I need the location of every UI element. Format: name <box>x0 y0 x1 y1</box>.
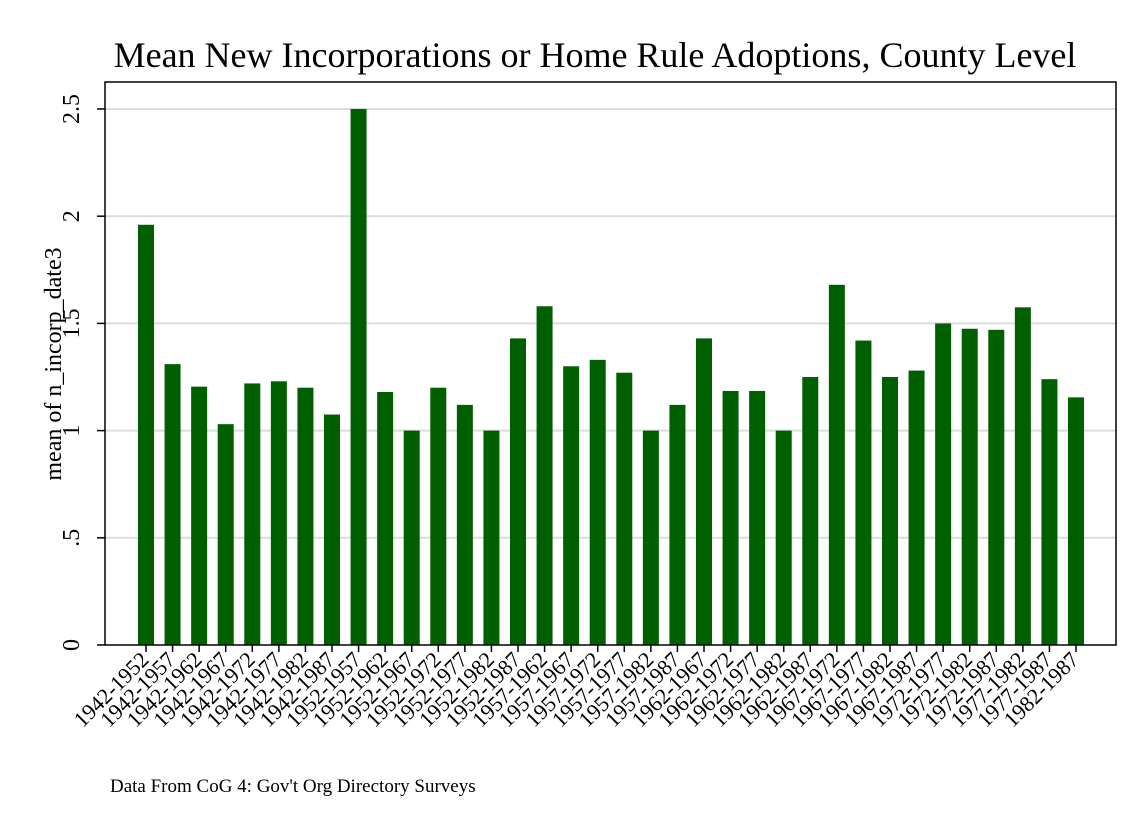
bar-1972-1977 <box>935 323 952 645</box>
bar-1952-1967 <box>403 430 420 645</box>
chart-title: Mean New Incorporations or Home Rule Ado… <box>114 35 1077 75</box>
bar-1962-1967 <box>696 338 712 645</box>
bar-1942-1982 <box>297 387 314 645</box>
bar-1957-1962 <box>536 306 553 645</box>
bar-1942-1962 <box>191 386 208 645</box>
bar-1967-1977 <box>855 340 872 645</box>
bar-1957-1987 <box>669 404 686 645</box>
bar-1962-1987 <box>802 377 819 645</box>
y-axis-label: mean of n_incorp_date3 <box>41 247 67 480</box>
bar-1952-1987 <box>510 338 526 645</box>
bars <box>138 109 1084 645</box>
bar-1972-1987 <box>988 329 1005 645</box>
bar-1977-1982 <box>1014 307 1031 645</box>
bar-1957-1977 <box>616 372 633 645</box>
bar-1952-1962 <box>377 392 394 645</box>
y-tick-label: .5 <box>59 529 85 547</box>
bar-1942-1977 <box>270 381 287 645</box>
bar-1962-1977 <box>749 390 766 645</box>
source-note: Data From CoG 4: Gov't Org Directory Sur… <box>110 776 476 797</box>
bar-1967-1982 <box>882 377 898 645</box>
bar-1952-1972 <box>430 387 447 645</box>
bar-1942-1957 <box>164 364 181 645</box>
bar-1982-1987 <box>1068 397 1084 645</box>
plot-frame <box>104 81 1117 646</box>
bar-1957-1972 <box>589 359 606 645</box>
bar-1957-1967 <box>563 366 580 645</box>
bar-1962-1972 <box>722 390 739 645</box>
bar-1962-1982 <box>775 430 792 645</box>
x-axis-ticks: 1942-19521942-19571942-19621942-19671942… <box>68 645 1084 732</box>
bar-1972-1982 <box>961 328 978 645</box>
bar-1957-1982 <box>642 430 659 645</box>
bar-1942-1952 <box>138 224 154 645</box>
bar-1952-1982 <box>483 430 500 645</box>
y-tick-label: 1.5 <box>59 308 85 338</box>
bar-1967-1972 <box>828 284 845 645</box>
bar-1967-1987 <box>908 370 925 645</box>
y-tick-label: 1 <box>59 425 85 437</box>
y-axis-ticks: 0 .5 1 1.5 2 2.5 <box>59 94 105 651</box>
bar-1942-1972 <box>244 383 261 645</box>
y-tick-label: 2 <box>59 210 85 222</box>
y-tick-label: 2.5 <box>59 94 85 124</box>
y-tick-label: 0 <box>59 639 85 651</box>
bar-1952-1977 <box>456 404 473 645</box>
bar-1942-1967 <box>217 424 234 645</box>
bar-1942-1987 <box>324 414 340 645</box>
bar-1977-1987 <box>1041 379 1058 645</box>
bar-1952-1957 <box>350 109 367 645</box>
